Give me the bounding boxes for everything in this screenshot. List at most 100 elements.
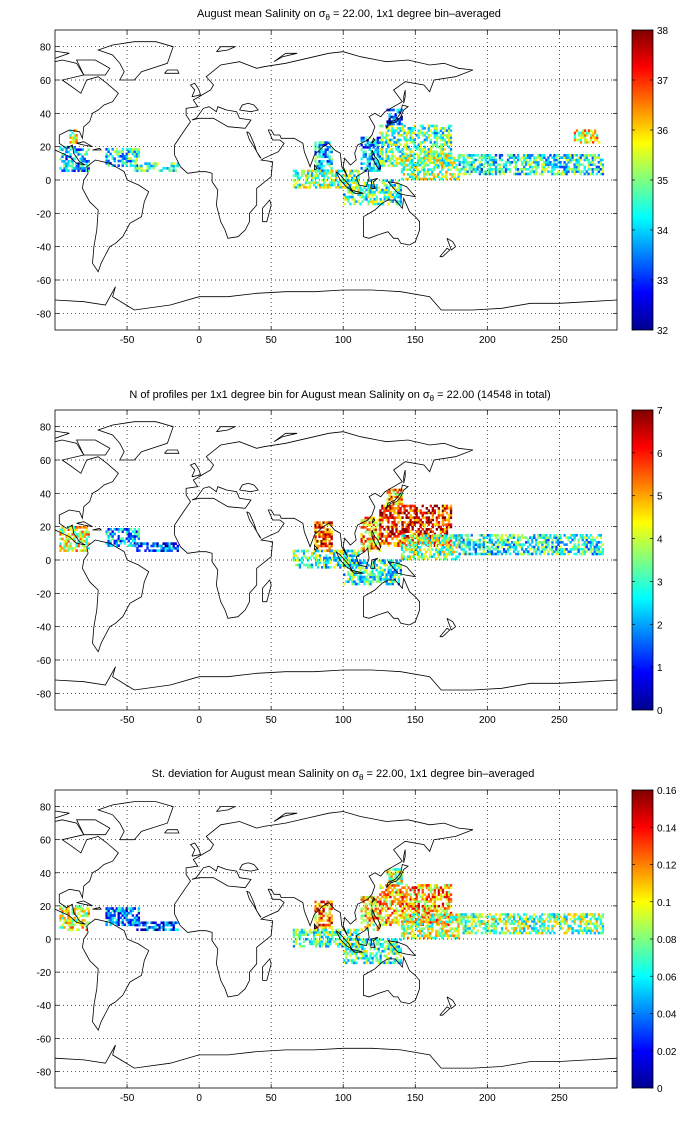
data-cell — [146, 169, 149, 172]
data-cell — [506, 538, 510, 542]
data-cell — [343, 952, 346, 955]
data-cell — [343, 181, 346, 185]
data-cell — [79, 909, 82, 913]
data-cell — [134, 162, 137, 165]
data-cell — [466, 545, 469, 549]
data-cell — [351, 961, 354, 965]
data-cell — [399, 188, 403, 192]
data-cell — [79, 535, 82, 538]
data-cell — [65, 919, 68, 922]
data-cell — [512, 545, 516, 549]
data-cell — [343, 566, 346, 569]
data-cell — [379, 578, 382, 581]
data-cell — [314, 172, 318, 175]
data-cell — [597, 534, 601, 537]
data-cell — [69, 923, 72, 927]
data-cell — [61, 916, 64, 920]
data-cell — [375, 184, 378, 187]
x-tick-label: 100 — [335, 715, 352, 726]
data-cell — [583, 541, 586, 544]
data-cell — [365, 580, 368, 583]
data-cell — [527, 545, 530, 549]
data-cell — [406, 163, 410, 167]
data-cell — [391, 138, 394, 142]
data-cell — [63, 921, 66, 925]
data-cell — [389, 561, 392, 565]
data-cell — [347, 561, 350, 565]
data-cell — [376, 914, 379, 918]
data-cell — [381, 124, 384, 128]
data-cell — [443, 528, 447, 531]
data-cell — [437, 156, 440, 160]
data-cell — [314, 186, 318, 189]
data-cell — [387, 509, 390, 512]
data-cell — [137, 921, 141, 924]
data-cell — [409, 148, 412, 151]
data-cell — [451, 175, 454, 178]
data-cell — [304, 179, 308, 182]
data-cell — [439, 136, 443, 139]
data-cell — [343, 938, 346, 941]
data-cell — [109, 539, 112, 543]
data-cell — [587, 154, 590, 157]
data-cell — [328, 926, 331, 929]
data-cell — [539, 541, 542, 544]
data-cell — [443, 523, 447, 526]
data-cell — [462, 163, 465, 166]
data-cell — [411, 138, 414, 142]
data-cell — [387, 582, 390, 586]
data-cell — [154, 544, 157, 548]
data-cell — [484, 552, 488, 556]
stdev-title: St. deviation for August mean Salinity o… — [152, 768, 535, 782]
data-cell — [362, 907, 365, 911]
data-cell — [77, 540, 80, 543]
data-cell — [129, 148, 132, 151]
data-cell — [399, 186, 403, 189]
data-cell — [318, 186, 322, 189]
coastlines — [55, 41, 617, 311]
data-cell — [403, 145, 406, 149]
data-cell — [435, 550, 438, 554]
data-cell — [85, 162, 88, 165]
colorbar-tick-label: 32 — [657, 326, 669, 337]
data-cell — [535, 165, 538, 169]
data-cell — [296, 933, 300, 936]
data-cell — [107, 911, 110, 915]
data-cell — [322, 533, 325, 536]
data-cell — [514, 161, 518, 164]
data-cell — [395, 921, 398, 924]
data-cell — [441, 143, 445, 146]
data-cell — [395, 193, 398, 196]
data-cell — [383, 164, 386, 167]
data-cell — [412, 154, 416, 157]
data-cell — [326, 914, 329, 918]
data-cell — [567, 552, 570, 556]
data-cell — [154, 164, 157, 168]
data-cell — [294, 549, 298, 553]
data-cell — [492, 161, 496, 164]
data-cell — [304, 181, 308, 184]
data-cell — [81, 923, 84, 927]
data-cell — [339, 549, 342, 553]
data-cell — [423, 511, 426, 515]
data-cell — [131, 544, 134, 547]
data-cell — [325, 169, 328, 173]
data-cell — [314, 176, 318, 180]
data-cell — [533, 165, 536, 169]
data-cell — [541, 534, 544, 537]
data-cell — [321, 183, 324, 187]
data-cell — [445, 156, 448, 160]
data-cell — [406, 177, 410, 181]
data-cell — [508, 534, 512, 537]
data-cell — [333, 554, 336, 557]
data-cell — [362, 153, 365, 156]
data-cell — [435, 141, 439, 144]
data-cell — [395, 162, 398, 165]
data-cell — [383, 509, 386, 512]
data-cell — [414, 534, 418, 537]
data-cell — [492, 534, 496, 537]
data-cell — [416, 555, 420, 558]
data-cell — [138, 923, 141, 927]
data-cell — [435, 537, 439, 540]
data-cell — [427, 129, 430, 132]
